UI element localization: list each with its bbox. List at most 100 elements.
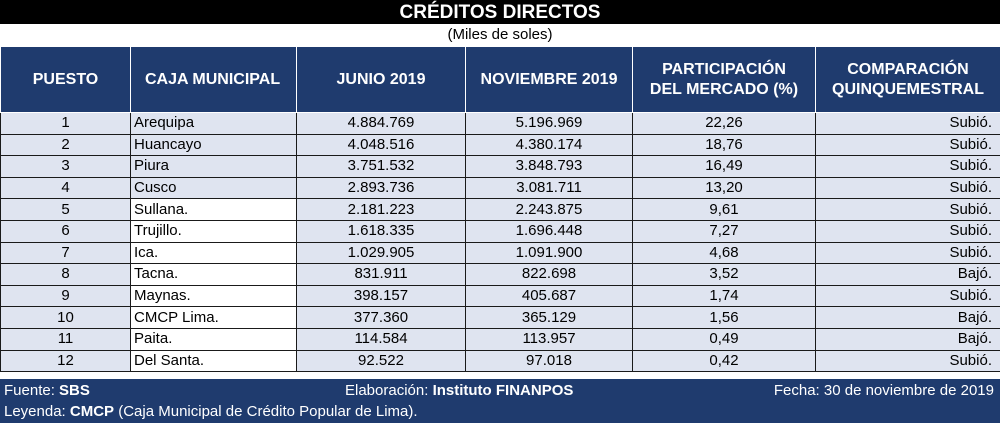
cell-puesto: 9 — [0, 284, 131, 308]
cell-participacion: 7,27 — [632, 219, 816, 243]
cell-caja: Ica. — [130, 241, 297, 265]
col-header-comparacion-l1: COMPARACIÓN — [847, 60, 969, 78]
cell-comparacion: Subió. — [815, 349, 1000, 373]
cell-puesto: 3 — [0, 155, 131, 178]
table-row: 4 Cusco 2.893.736 3.081.711 13,20 Subió. — [0, 176, 1000, 200]
table-row: 8 Tacna. 831.911 822.698 3,52 Bajó. — [0, 263, 1000, 286]
col-header-comparacion-l2: QUINQUEMESTRAL — [832, 80, 984, 98]
col-header-caja: CAJA MUNICIPAL — [130, 46, 297, 113]
cell-noviembre: 1.696.448 — [465, 219, 633, 243]
cell-caja: Piura — [130, 155, 297, 178]
cell-puesto: 6 — [0, 219, 131, 243]
cell-comparacion: Subió. — [815, 155, 1000, 178]
cell-noviembre: 3.081.711 — [465, 176, 633, 200]
cell-noviembre: 822.698 — [465, 263, 633, 286]
cell-puesto: 12 — [0, 349, 131, 373]
col-header-participacion-l2: DEL MERCADO (%) — [649, 80, 799, 98]
footer-legend: Leyenda: CMCP (Caja Municipal de Crédito… — [4, 402, 418, 422]
cell-participacion: 18,76 — [632, 133, 816, 157]
footer-elaboration-label: Elaboración: — [345, 382, 433, 399]
cell-comparacion: Bajó. — [815, 306, 1000, 329]
table-row: 2 Huancayo 4.048.516 4.380.174 18,76 Subió. — [0, 133, 1000, 157]
cell-caja: Del Santa. — [130, 349, 297, 373]
table-title: CRÉDITOS DIRECTOS — [399, 2, 601, 23]
cell-caja: Maynas. — [130, 284, 297, 308]
cell-junio: 2.893.736 — [296, 176, 466, 200]
cell-caja: Trujillo. — [130, 219, 297, 243]
table-row: 7 Ica. 1.029.905 1.091.900 4,68 Subió. — [0, 241, 1000, 265]
footer-source-value: SBS — [59, 382, 90, 399]
table-row: 11 Paita. 114.584 113.957 0,49 Bajó. — [0, 327, 1000, 351]
col-header-participacion-l1: PARTICIPACIÓN — [662, 60, 786, 78]
cell-noviembre: 2.243.875 — [465, 198, 633, 221]
cell-junio: 114.584 — [296, 327, 466, 351]
cell-participacion: 1,74 — [632, 284, 816, 308]
cell-junio: 1.618.335 — [296, 219, 466, 243]
cell-comparacion: Bajó. — [815, 263, 1000, 286]
credits-table: PUESTO CAJA MUNICIPAL JUNIO 2019 NOVIEMB… — [0, 46, 1000, 373]
cell-participacion: 13,20 — [632, 176, 816, 200]
cell-junio: 3.751.532 — [296, 155, 466, 178]
cell-noviembre: 113.957 — [465, 327, 633, 351]
cell-noviembre: 4.380.174 — [465, 133, 633, 157]
cell-participacion: 9,61 — [632, 198, 816, 221]
cell-junio: 4.884.769 — [296, 112, 466, 135]
footer-source: Fuente: SBS — [4, 381, 90, 401]
col-header-noviembre: NOVIEMBRE 2019 — [465, 46, 633, 113]
table-row: 9 Maynas. 398.157 405.687 1,74 Subió. — [0, 284, 1000, 308]
cell-noviembre: 97.018 — [465, 349, 633, 373]
footer-source-label: Fuente: — [4, 382, 60, 399]
footer-row-2: Leyenda: CMCP (Caja Municipal de Crédito… — [0, 402, 1000, 422]
cell-participacion: 0,49 — [632, 327, 816, 351]
title-bar: CRÉDITOS DIRECTOS (Miles de soles) — [0, 0, 1000, 48]
cell-comparacion: Subió. — [815, 133, 1000, 157]
cell-comparacion: Subió. — [815, 284, 1000, 308]
col-header-puesto: PUESTO — [0, 46, 131, 113]
cell-participacion: 16,49 — [632, 155, 816, 178]
table-row: 3 Piura 3.751.532 3.848.793 16,49 Subió. — [0, 155, 1000, 178]
table-row: 10 CMCP Lima. 377.360 365.129 1,56 Bajó. — [0, 306, 1000, 329]
cell-junio: 377.360 — [296, 306, 466, 329]
cell-caja: Cusco — [130, 176, 297, 200]
cell-caja: Tacna. — [130, 263, 297, 286]
cell-comparacion: Subió. — [815, 176, 1000, 200]
cell-caja: Sullana. — [130, 198, 297, 221]
cell-junio: 4.048.516 — [296, 133, 466, 157]
cell-comparacion: Bajó. — [815, 327, 1000, 351]
table-row: 1 Arequipa 4.884.769 5.196.969 22,26 Subió. — [0, 112, 1000, 135]
cell-comparacion: Subió. — [815, 219, 1000, 243]
cell-puesto: 4 — [0, 176, 131, 200]
footer: Fuente: SBS Elaboración: Instituto FINAN… — [0, 379, 1000, 423]
cell-junio: 1.029.905 — [296, 241, 466, 265]
cell-puesto: 5 — [0, 198, 131, 221]
footer-legend-label: Leyenda: — [4, 403, 70, 420]
cell-comparacion: Subió. — [815, 198, 1000, 221]
table-row: 5 Sullana. 2.181.223 2.243.875 9,61 Subió. — [0, 198, 1000, 221]
cell-junio: 398.157 — [296, 284, 466, 308]
cell-puesto: 1 — [0, 112, 131, 135]
cell-comparacion: Subió. — [815, 112, 1000, 135]
cell-puesto: 11 — [0, 327, 131, 351]
cell-caja: CMCP Lima. — [130, 306, 297, 329]
cell-participacion: 0,42 — [632, 349, 816, 373]
table-body: 1 Arequipa 4.884.769 5.196.969 22,26 Subió. 2 H… — [0, 112, 1000, 373]
cell-puesto: 10 — [0, 306, 131, 329]
cell-noviembre: 365.129 — [465, 306, 633, 329]
cell-noviembre: 1.091.900 — [465, 241, 633, 265]
footer-legend-value: CMCP — [69, 403, 115, 420]
cell-junio: 2.181.223 — [296, 198, 466, 221]
table-row: 12 Del Santa. 92.522 97.018 0,42 Subió. — [0, 349, 1000, 373]
cell-noviembre: 405.687 — [465, 284, 633, 308]
footer-date: Fecha: 30 de noviembre de 2019 — [773, 382, 994, 399]
cell-puesto: 8 — [0, 263, 131, 286]
cell-caja: Arequipa — [130, 112, 297, 135]
cell-comparacion: Subió. — [815, 241, 1000, 265]
cell-junio: 831.911 — [296, 263, 466, 286]
cell-caja: Huancayo — [130, 133, 297, 157]
table-row: 6 Trujillo. 1.618.335 1.696.448 7,27 Subió. — [0, 219, 1000, 243]
table-subtitle: (Miles de soles) — [447, 26, 553, 43]
cell-participacion: 22,26 — [632, 112, 816, 135]
cell-junio: 92.522 — [296, 349, 466, 373]
footer-row-1: Fuente: SBS Elaboración: Instituto FINAN… — [0, 381, 1000, 401]
footer-elaboration-value: Instituto FINANPOS — [432, 382, 574, 399]
